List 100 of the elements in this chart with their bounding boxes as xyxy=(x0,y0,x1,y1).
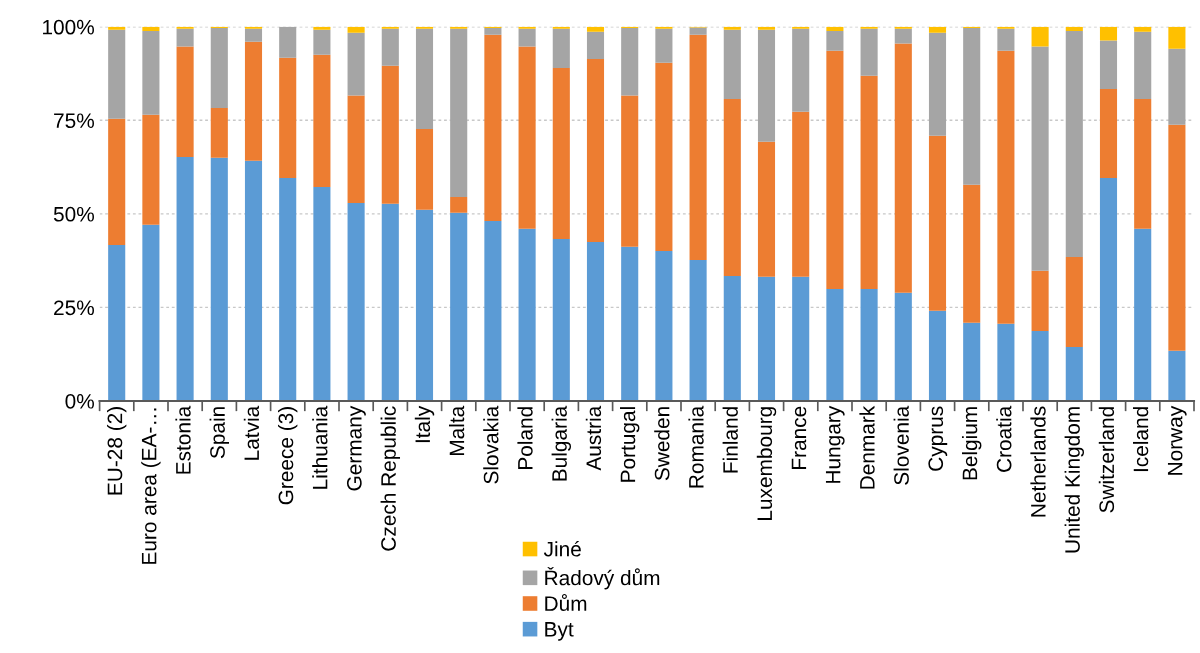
bar xyxy=(860,75,878,290)
x-tick-label: Sweden xyxy=(654,407,670,481)
bar xyxy=(928,32,947,136)
bar xyxy=(518,228,536,401)
bar xyxy=(415,209,434,401)
bar xyxy=(142,114,160,225)
bar xyxy=(860,28,878,76)
x-tick-label: Luxembourg xyxy=(756,407,777,520)
bar xyxy=(244,28,263,42)
bar xyxy=(552,238,570,401)
bar xyxy=(723,275,741,401)
bar xyxy=(621,246,639,401)
x-tick-label: Norway xyxy=(1167,405,1187,475)
bar xyxy=(1065,30,1083,257)
bar xyxy=(1168,350,1186,401)
x-tick-label: Croatia xyxy=(996,405,1012,472)
x-tick-label: Latvia xyxy=(243,405,260,460)
legend-label: Jiné xyxy=(543,540,581,557)
bar xyxy=(928,135,947,311)
bar xyxy=(586,31,605,59)
x-tick-label: Cyprus xyxy=(928,406,948,471)
bar xyxy=(655,250,673,401)
bar xyxy=(313,54,331,187)
y-tick-label: 25% xyxy=(54,300,94,316)
bar xyxy=(894,292,912,401)
x-tick-label: United Kingdom xyxy=(1064,407,1085,553)
bar xyxy=(210,107,228,158)
bar xyxy=(108,244,126,401)
x-tick-label: Euro area (EA-… xyxy=(141,408,161,564)
bar xyxy=(176,28,194,47)
bar xyxy=(1099,177,1118,401)
bar xyxy=(723,29,741,99)
bar xyxy=(826,289,844,401)
bar xyxy=(1031,26,1049,47)
bar xyxy=(997,323,1015,401)
x-tick-label: Netherlands xyxy=(1030,406,1046,517)
bar xyxy=(142,30,160,115)
x-tick-label: Romania xyxy=(688,405,704,488)
bar xyxy=(347,203,365,401)
bar xyxy=(381,28,399,66)
x-tick-label: Slovenia xyxy=(893,405,909,485)
bar xyxy=(621,27,639,96)
bar xyxy=(1134,31,1152,99)
x-tick-label: Hungary xyxy=(825,405,845,483)
x-tick-label: Greece (3) xyxy=(277,407,298,505)
x-tick-label: EU-28 (2) xyxy=(106,407,127,495)
bar xyxy=(1134,228,1152,401)
bar xyxy=(347,95,365,204)
x-tick-label: Spain xyxy=(209,407,230,459)
bar xyxy=(723,26,741,30)
bar xyxy=(655,62,673,251)
legend-label: Řadový dům xyxy=(545,566,660,590)
bar xyxy=(586,58,605,242)
bar xyxy=(347,32,365,96)
bar xyxy=(450,28,468,198)
bar xyxy=(484,220,502,401)
bar xyxy=(826,30,844,51)
x-tick-label: Portugal xyxy=(619,407,640,482)
bar xyxy=(586,26,605,32)
bar xyxy=(621,95,639,247)
bar xyxy=(381,203,399,401)
bar xyxy=(347,26,365,33)
x-tick-label: Austria xyxy=(585,405,602,471)
legend-label: Dům xyxy=(545,593,587,611)
bar xyxy=(928,26,947,33)
bar xyxy=(210,27,228,108)
bar xyxy=(552,67,570,239)
bar xyxy=(1065,256,1083,348)
bar xyxy=(450,212,468,401)
x-tick-label: Bulgaria xyxy=(551,405,572,481)
y-tick-label: 0% xyxy=(65,393,94,409)
bar xyxy=(313,29,331,55)
bar xyxy=(142,26,160,31)
bar xyxy=(928,310,947,401)
bar xyxy=(518,28,536,47)
x-tick-label: Czech Republic xyxy=(380,406,401,551)
x-tick-label: Iceland xyxy=(1132,407,1149,472)
x-tick-label: Germany xyxy=(346,405,366,491)
x-tick-label: Finland xyxy=(722,407,738,473)
x-tick-label: Poland xyxy=(517,407,533,469)
bar xyxy=(757,29,776,142)
bar xyxy=(279,177,297,401)
bar xyxy=(655,28,673,63)
bar xyxy=(997,50,1015,324)
bar xyxy=(415,128,434,210)
bar xyxy=(518,46,536,229)
legend-label: Byt xyxy=(545,622,574,641)
bar xyxy=(757,276,776,401)
bar xyxy=(963,184,981,323)
x-tick-label: Denmark xyxy=(859,405,875,489)
x-tick-label: Italy xyxy=(414,405,435,443)
bar xyxy=(108,118,126,245)
bar xyxy=(176,46,194,157)
bar xyxy=(723,98,741,276)
y-tick-label: 100% xyxy=(43,19,94,35)
bar xyxy=(894,43,912,293)
x-tick-label: France xyxy=(791,406,807,469)
bar xyxy=(963,322,981,401)
bar xyxy=(210,157,228,401)
bar xyxy=(1031,46,1049,271)
